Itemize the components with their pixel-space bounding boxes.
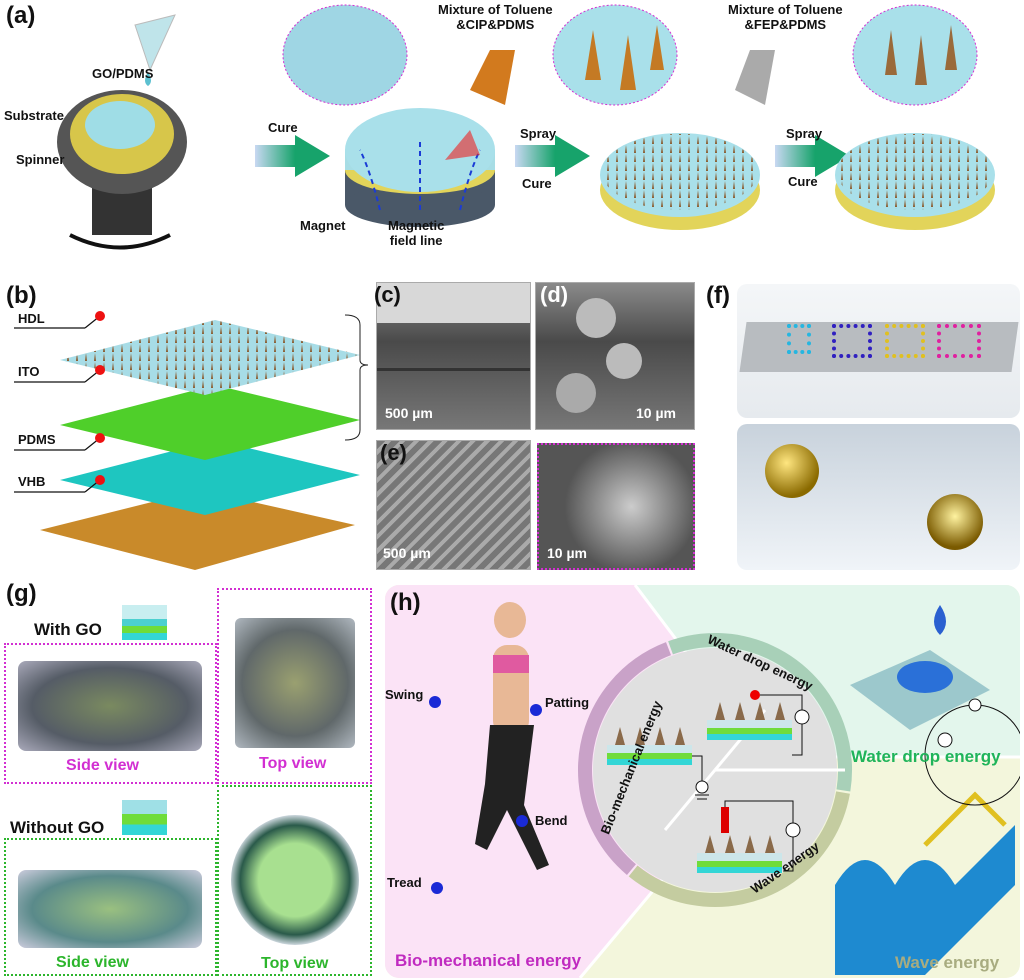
without-go-top-view: Top view: [217, 785, 372, 976]
fabrication-process-illustration: [57, 4, 995, 250]
label-patting: Patting: [545, 695, 590, 710]
label-without-go: Without GO: [10, 818, 105, 837]
wave-device: [835, 698, 1020, 975]
label-wave-energy: Wave energy: [895, 953, 1000, 972]
energy-sectors-illustration: [385, 585, 1020, 978]
scale-bar-label: 10 µm: [636, 405, 676, 421]
scale-bar-label: 10 µm: [547, 545, 587, 561]
label-cure-3: Cure: [788, 174, 818, 189]
label-mixture-cip: Mixture of Toluene &CIP&PDMS: [438, 2, 553, 32]
with-go-structure-icon: [122, 605, 167, 640]
sem-image-cross-section: 500 µm: [376, 282, 531, 430]
top-view-label: Top view: [261, 955, 329, 972]
layer-label-ito: ITO: [18, 364, 40, 379]
label-water-drop-energy: Water drop energy: [851, 747, 1001, 766]
sem-image-spikes-top: 500 µm: [376, 440, 531, 570]
side-view-label: Side view: [56, 954, 129, 971]
water-drop-device: [850, 605, 990, 748]
panel-label-f: (f): [706, 282, 730, 309]
without-go-structure-icon: [122, 800, 167, 835]
with-go-side-view: Side view: [4, 643, 217, 784]
panel-label-b: (b): [6, 282, 37, 309]
layer-label-pdms: PDMS: [18, 432, 56, 447]
scale-bar-label: 500 µm: [383, 545, 431, 561]
label-spray-1: Spray: [520, 126, 557, 141]
photo-gold-droplets: [737, 424, 1020, 570]
label-magnet: Magnet: [300, 218, 346, 233]
label-with-go: With GO: [34, 620, 102, 639]
top-view-label: Top view: [259, 755, 327, 772]
label-go-pdms: GO/PDMS: [92, 66, 154, 81]
label-swing: Swing: [385, 687, 424, 702]
device-bio: [607, 727, 709, 800]
panel-label-e: (e): [380, 440, 407, 465]
runner-figure: [429, 602, 549, 894]
layer-stack-illustration: [14, 311, 369, 570]
spinner-illustration: [57, 14, 187, 250]
label-substrate: Substrate: [4, 108, 64, 123]
photo-droplet-letters: [737, 284, 1020, 418]
without-go-side-view: Side view: [4, 838, 217, 976]
label-mixture-fep: Mixture of Toluene &FEP&PDMS: [728, 2, 843, 32]
label-bend: Bend: [535, 813, 568, 828]
sem-image-spike-zoom: 10 µm: [537, 443, 695, 570]
scale-bar-label: 500 µm: [385, 405, 433, 421]
layer-label-hdl: HDL: [18, 311, 45, 326]
label-bio-mechanical-energy: Bio-mechanical energy: [395, 951, 582, 970]
panel-label-d: (d): [540, 282, 569, 307]
panel-label-c: (c): [374, 282, 401, 307]
label-spray-2: Spray: [786, 126, 823, 141]
panel-label-a: (a): [6, 2, 36, 29]
with-go-top-view: Top view: [217, 588, 372, 784]
energy-harvesting-panel: (h) Swing Patting Bend Tread Bio-mechani…: [385, 585, 1020, 978]
panel-label-h: (h): [390, 589, 421, 616]
label-cure-1: Cure: [268, 120, 298, 135]
device-water: [707, 690, 810, 756]
label-cure-2: Cure: [522, 176, 552, 191]
layer-label-vhb: VHB: [18, 474, 46, 489]
sem-image-particles: 10 µm: [535, 282, 695, 430]
label-magnetic-field-line: Magnetic field line: [388, 218, 445, 248]
device-wave: [697, 800, 801, 873]
side-view-label: Side view: [66, 757, 139, 774]
label-spinner: Spinner: [16, 152, 65, 167]
label-tread: Tread: [387, 875, 422, 890]
panel-label-g: (g): [6, 580, 37, 607]
